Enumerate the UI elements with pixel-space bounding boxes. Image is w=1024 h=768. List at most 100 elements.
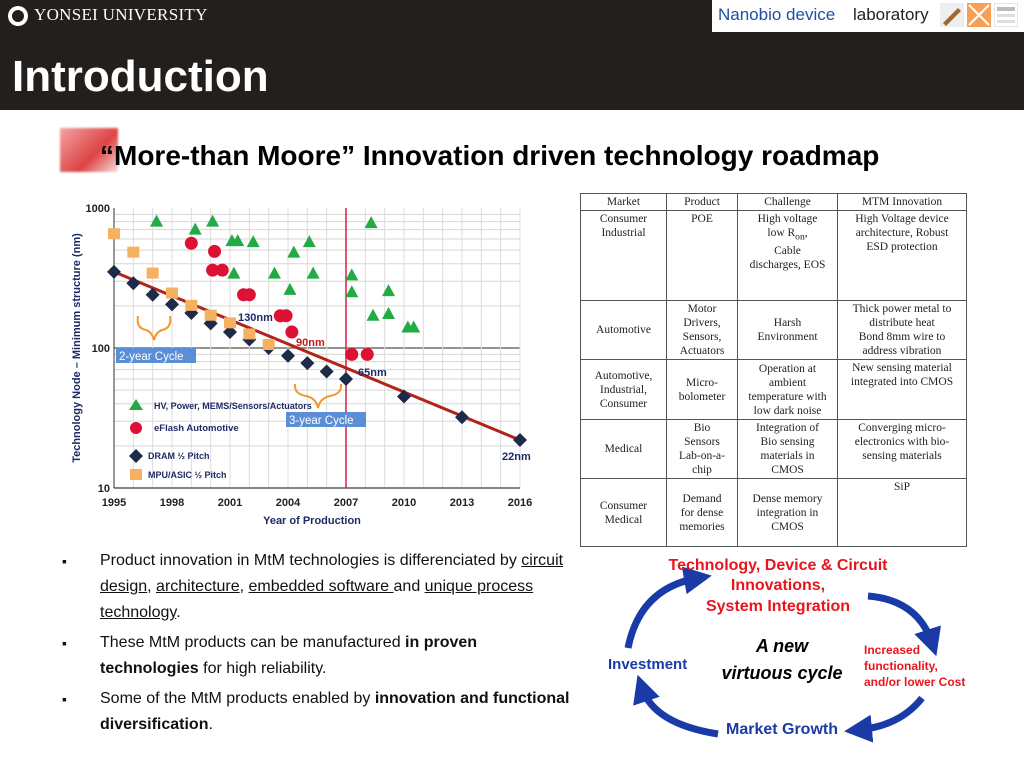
bullet-text: , [147, 578, 157, 595]
legend-diamond-marker [129, 449, 143, 463]
x-tick-label: 2004 [276, 497, 301, 509]
col-header-mtm-innovation: MTM Innovation [837, 193, 967, 211]
y-tick-label: 1000 [86, 203, 110, 215]
bullet-text: Some of the MtM products enabled by [100, 690, 375, 707]
triangle-point [345, 268, 359, 281]
bullet-list: Product innovation in MtM technologies i… [62, 548, 572, 742]
diamond-point [107, 264, 121, 279]
cycle-arrow-right-down [867, 592, 941, 657]
table-cell: Harsh Environment [737, 300, 838, 360]
mtm-innovation-table: Market Product Challenge MTM Innovation … [580, 193, 967, 547]
table-cell: Dense memory integration in CMOS [737, 478, 838, 547]
cycle-top-line3: System Integration [706, 598, 850, 615]
x-axis-title: Year of Production [263, 515, 361, 527]
table-row: Automotive Motor Drivers, Sensors, Actuat… [580, 300, 967, 360]
triangle-point [407, 320, 421, 333]
triangle-point [366, 308, 380, 321]
legend-hv-mems: HV, Power, MEMS/Sensors/Actuators [154, 401, 312, 411]
table-cell: Motor Drivers, Sensors, Actuators [666, 300, 738, 360]
y-tick-label: 10 [98, 483, 110, 495]
x-tick-label: 2010 [392, 497, 416, 509]
circle-point [208, 244, 222, 258]
cycle-right-line2: functionality, [864, 659, 938, 673]
cycle-right-line1: Increased [864, 643, 920, 657]
table-cell: New sensing material integrated into CMO… [837, 359, 967, 420]
cycle-left-label: Investment [608, 656, 687, 673]
diamond-point [145, 287, 160, 302]
trend-line [113, 270, 521, 442]
diamond-point [339, 372, 353, 387]
cycle-arrow-left-up [624, 566, 712, 649]
x-tick-label: 2013 [450, 497, 474, 509]
triangle-point [382, 306, 396, 319]
triangle-point [345, 285, 359, 298]
legend-triangle-marker [129, 399, 143, 410]
x-tick-label: 2016 [508, 497, 532, 509]
table-row: Automotive, Industrial, Consumer Micro- b… [580, 359, 967, 420]
label-90nm: 90nm [296, 337, 325, 349]
circle-point [242, 288, 256, 302]
triangle-point [231, 234, 245, 247]
diamond-point [126, 276, 141, 291]
triangle-point [246, 235, 260, 248]
lab-name-part1: Nanobio device [718, 5, 836, 24]
square-point [185, 299, 198, 311]
table-cell: POE [666, 210, 738, 301]
triangle-point [287, 245, 301, 258]
triangle-point [382, 284, 396, 297]
bold-text: in proven technologies [100, 634, 478, 677]
two-year-cycle-label: 2-year Cycle [119, 351, 184, 363]
pen-icon [940, 3, 964, 27]
slide-subtitle: “More-than Moore” Innovation driven tech… [100, 140, 880, 171]
three-year-cycle-label: 3-year Cycle [289, 415, 354, 427]
table-cell: Integration of Bio sensing materials in … [737, 419, 838, 479]
circle-point [206, 263, 220, 277]
cycle-right-line3: and/or lower Cost [864, 675, 965, 689]
slide-header: YONSEI UNIVERSITY Nanobio device laborat… [0, 0, 1024, 110]
legend-circle-marker [130, 422, 142, 434]
diamond-point [513, 433, 527, 448]
two-year-cycle-box [116, 348, 196, 363]
legend-eflash: eFlash Automotive [154, 423, 239, 434]
triangle-point [188, 222, 202, 235]
x-tick-label: 2007 [334, 497, 358, 509]
cycle-brace-2year [136, 315, 172, 341]
table-cell: High Voltage device architecture, Robust… [837, 210, 967, 301]
bullet-text: These MtM products can be manufactured [100, 634, 406, 651]
bullet-text: . [208, 716, 213, 733]
cycle-center-line1: A new [755, 636, 809, 656]
table-cell: SiP [837, 478, 967, 547]
triangle-point [302, 235, 316, 248]
table-cell: High voltage low Ron, Cable discharges, … [737, 210, 838, 301]
label-65nm: 65nm [358, 367, 387, 379]
y-axis-title: Technology Node – Minimum structure (nm) [71, 233, 83, 463]
table-cell: Converging micro- electronics with bio- … [837, 419, 967, 479]
col-header-product: Product [666, 193, 738, 211]
table-cell: Thick power metal to distribute heat Bon… [837, 300, 967, 360]
diamond-point [165, 297, 179, 312]
label-130nm: 130nm [238, 312, 273, 324]
bullet-item: These MtM products can be manufactured i… [62, 630, 572, 682]
university-name: YONSEI UNIVERSITY [34, 5, 208, 24]
cycle-top-line1: Technology, Device & Circuit [668, 557, 888, 574]
lab-banner: Nanobio device laboratory [712, 0, 1024, 32]
circle-point [285, 325, 299, 339]
underlined-text: embedded software [248, 578, 394, 595]
underlined-text: circuit design [100, 552, 564, 595]
three-year-cycle-box [286, 412, 366, 427]
table-header-row: Market Product Challenge MTM Innovation [580, 193, 967, 211]
table-body: Consumer Industrial POE High voltage low R… [580, 210, 967, 547]
col-header-challenge: Challenge [737, 193, 838, 211]
university-seal-icon [8, 6, 28, 26]
table-row: Medical Bio Sensors Lab-on-a- chip Integra… [580, 419, 967, 479]
square-point [166, 287, 178, 299]
diamond-point [300, 356, 315, 371]
diamond-point [281, 348, 295, 363]
square-point [243, 328, 256, 340]
cycle-bottom-label: Market Growth [726, 721, 838, 738]
square-point [204, 309, 217, 321]
circle-point [360, 347, 374, 361]
cycle-brace-3year [293, 383, 343, 409]
circle-point [279, 309, 293, 323]
bullet-text: and [393, 578, 425, 595]
